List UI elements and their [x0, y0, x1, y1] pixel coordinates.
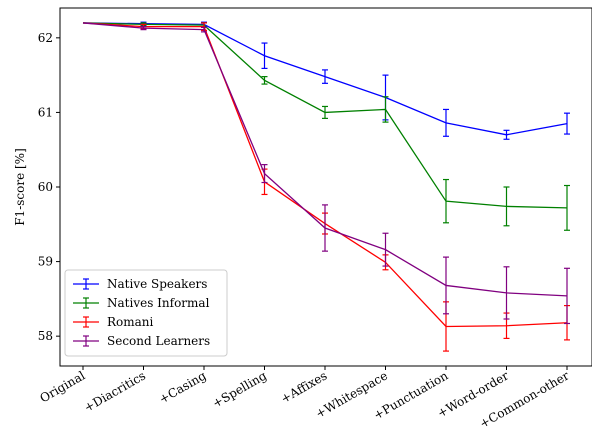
legend-label: Romani — [107, 315, 154, 329]
y-tick-label: 62 — [38, 31, 53, 45]
legend-box — [64, 269, 228, 357]
series-layer — [82, 21, 570, 352]
x-tick-label: +Affixes — [278, 368, 329, 406]
legend-entry: Native Speakers — [73, 277, 207, 291]
y-axis: 58 59 60 61 62 — [38, 31, 60, 343]
x-tick-label: +Diacritics — [82, 368, 148, 414]
y-tick-label: 61 — [38, 105, 53, 119]
y-axis-label: F1-score [%] — [13, 148, 27, 226]
y-tick-label: 59 — [38, 255, 53, 269]
x-tick-label: +Casing — [157, 368, 209, 406]
series-native-speakers — [82, 21, 570, 140]
series-second-learners — [82, 22, 570, 325]
x-tick-label: Original — [37, 368, 87, 405]
x-tick-label: +Spelling — [210, 368, 269, 410]
x-axis: Original+Diacritics +Casing +Spelling +Affi… — [37, 366, 572, 431]
legend-entry: Natives Informal — [73, 296, 210, 310]
legend-entry: Romani — [73, 315, 154, 329]
legend: Native Speakers Natives Informal Romani Sec… — [64, 269, 228, 357]
legend-label: Native Speakers — [107, 277, 207, 291]
legend-entry: Second Learners — [73, 334, 210, 348]
y-tick-label: 58 — [38, 329, 53, 343]
y-tick-label: 60 — [38, 180, 53, 194]
legend-label: Second Learners — [107, 334, 210, 348]
legend-label: Natives Informal — [107, 296, 210, 310]
